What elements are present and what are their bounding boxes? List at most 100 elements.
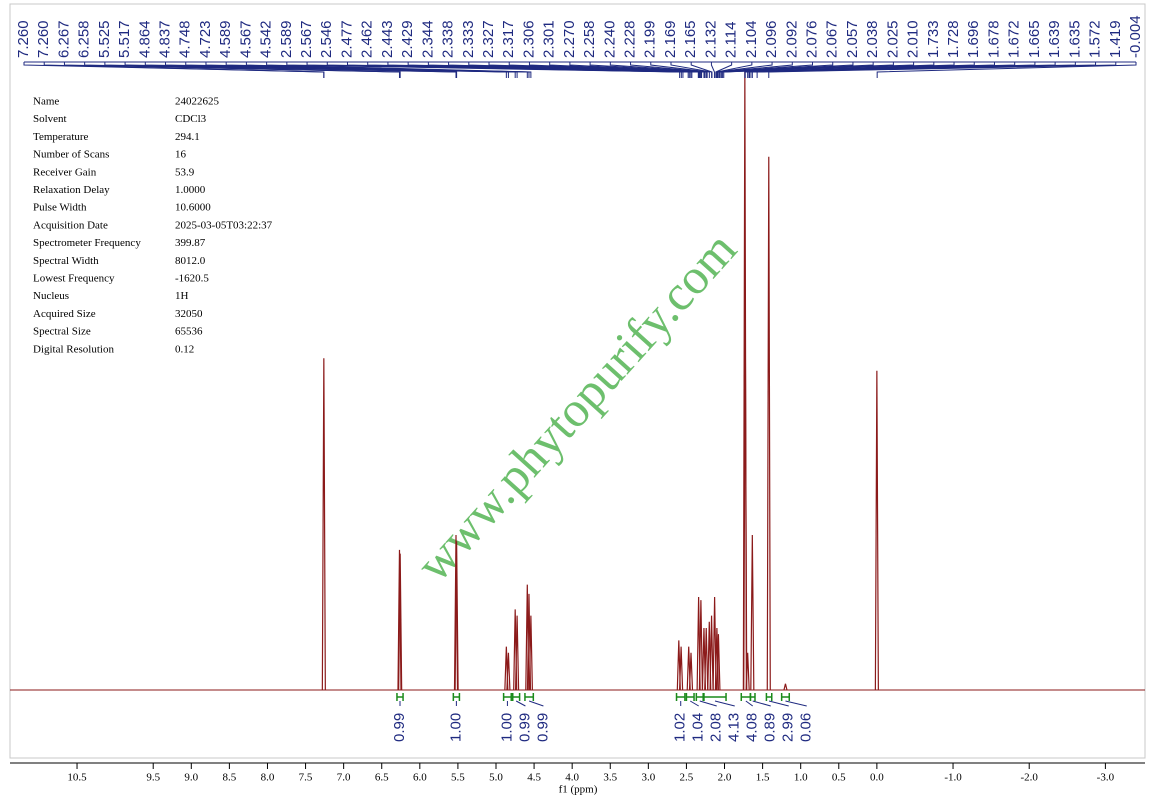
peak-label: 5.517 [116,20,133,58]
integral-connector [745,700,754,707]
integral-label: 2.08 [708,713,725,742]
peak-label: 2.443 [379,20,396,58]
peak-label: 6.267 [55,20,72,58]
peak [688,652,694,691]
peak-label-connector [609,62,707,78]
peak-label-connector [23,62,325,78]
peak [704,627,709,691]
peak [321,358,326,691]
x-axis-label: f1 (ppm) [559,784,598,796]
peak-label: 2.092 [783,20,800,58]
parameter-value: 1.0000 [175,184,206,196]
peak-label: 1.733 [925,20,942,58]
integral-bar [452,693,461,701]
parameter-name: Acquired Size [33,308,96,320]
parameter-value: 399.87 [175,237,206,249]
peak-label-connector [266,62,532,78]
x-tick-label: 10.5 [67,772,87,784]
peak-label: 4.748 [177,20,194,58]
peak-label-connector [549,62,703,78]
plot-frame [9,3,1146,759]
peak-label-connector [718,62,814,78]
peak [766,156,771,691]
x-tick-label: -2.0 [1021,772,1039,784]
parameter-value: 10.6000 [175,202,211,214]
peak-label: 2.338 [440,20,457,58]
peak [745,652,750,691]
parameter-name: Temperature [33,131,89,143]
peak [506,652,511,691]
x-tick-label: 4.5 [527,772,541,784]
peak-label: 2.057 [844,20,861,58]
peak-label: 2.010 [905,20,922,58]
peak-label: 2.096 [763,20,780,58]
integral-label: 0.06 [798,713,815,742]
integral-label: 1.00 [498,713,515,742]
x-tick-label: 6.0 [413,772,427,784]
x-tick-label: 0.5 [832,772,846,784]
integral-label: 4.13 [726,713,743,742]
peak [528,615,533,691]
integral-connector [515,700,526,707]
peak-label: 2.477 [338,20,355,58]
parameter-name: Spectrometer Frequency [33,237,141,249]
parameter-value: 65536 [175,326,203,338]
peak [716,634,721,691]
parameter-name: Pulse Width [33,202,87,214]
peak-label: 4.567 [237,20,254,58]
integral-label: 0.99 [534,713,551,742]
peak-label: 2.169 [662,20,679,58]
peak [454,541,459,691]
parameter-name: Number of Scans [33,149,109,161]
integral-connector [699,700,717,707]
parameter-name: Nucleus [33,290,69,302]
x-tick-label: 1.0 [794,772,808,784]
peak-label-connector [715,62,733,78]
integral-bar [502,693,512,701]
peak-label: 1.419 [1107,20,1124,58]
x-tick-label: -3.0 [1097,772,1115,784]
peak-label: 2.067 [824,20,841,58]
parameter-name: Solvent [33,113,67,125]
integral-bar [703,693,727,701]
peak [397,549,402,691]
integral-label: 0.89 [762,713,779,742]
peak-label: 7.260 [15,20,32,58]
peak-label-connector [710,62,715,78]
peak-label: 5.525 [96,20,113,58]
integral-connector [785,700,807,707]
peak-label: 2.240 [601,20,618,58]
peak-label: 1.665 [1026,20,1043,58]
x-tick-label: 6.5 [375,772,389,784]
integral-connector [768,700,789,707]
integral-bar [512,693,521,701]
x-tick-label: 7.0 [337,772,351,784]
parameter-value: 8012.0 [175,255,206,267]
x-tick-label: 3.5 [603,772,617,784]
parameter-value: CDCl3 [175,113,207,125]
integral-label: 0.99 [391,713,408,742]
integral-bar [740,693,752,701]
parameter-value: 53.9 [175,166,195,178]
integral-label: 2.99 [780,713,797,742]
peak-label: 1.696 [965,20,982,58]
parameter-name: Acquisition Date [33,219,108,231]
x-tick-label: 5.5 [451,772,465,784]
peak [874,370,879,691]
x-tick-label: 1.5 [756,772,770,784]
integral-bar [695,693,704,701]
peak-label: 4.723 [197,20,214,58]
x-tick-label: -1.0 [944,772,962,784]
peak-label: 4.837 [156,20,173,58]
x-tick-label: 7.5 [299,772,313,784]
peak-label: 2.327 [480,20,497,58]
x-tick-label: 2.5 [680,772,694,784]
peak-label: 2.038 [864,20,881,58]
x-tick-label: 0.0 [870,772,884,784]
peak-label: 4.542 [258,20,275,58]
peak-label: 4.864 [136,20,153,58]
integral-bar [749,693,756,701]
peak-label: 2.567 [298,20,315,58]
parameter-value: 0.12 [175,343,194,355]
integral-connector [528,700,544,707]
